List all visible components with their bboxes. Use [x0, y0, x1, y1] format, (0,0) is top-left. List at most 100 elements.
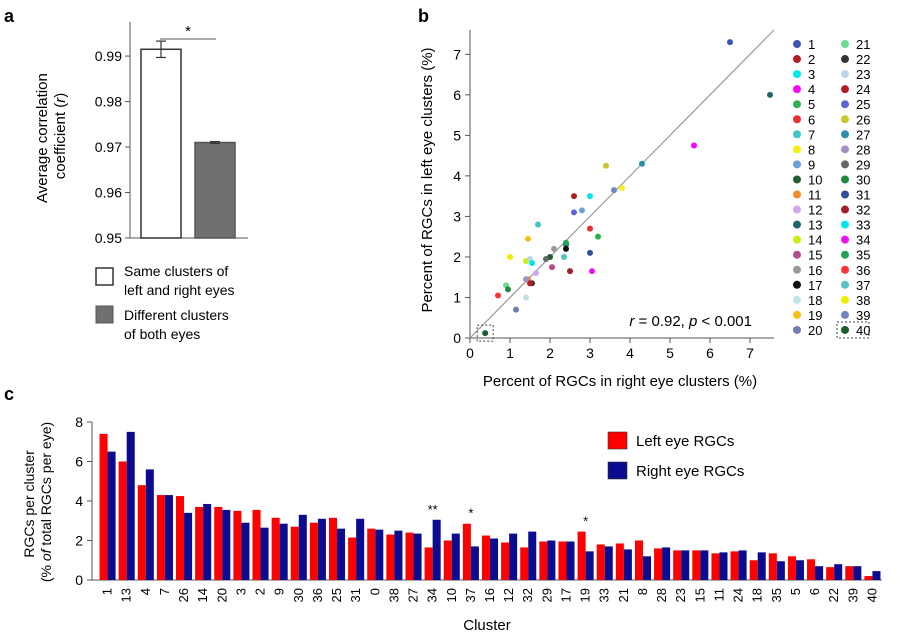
legend-marker	[841, 40, 849, 48]
legend-swatch-left-eye	[607, 431, 628, 450]
bar-left-eye	[271, 517, 280, 580]
y-tick-label: 4	[453, 168, 461, 184]
bar-left-eye	[405, 532, 414, 580]
y-tick-label: 0.99	[95, 48, 122, 64]
legend-label: 11	[808, 188, 822, 203]
legend-marker	[841, 55, 849, 64]
data-point	[505, 286, 511, 293]
legend-label: 32	[856, 203, 870, 218]
bar-right-eye	[451, 533, 460, 580]
legend-marker	[841, 265, 849, 274]
panel-a-ylabel-line2: coefficient (r)	[52, 93, 69, 179]
bar-right-eye	[834, 564, 843, 580]
bar-left-eye	[118, 461, 127, 580]
bar-right-eye	[700, 550, 709, 580]
bar-left-eye	[807, 559, 816, 580]
bar-left-eye	[539, 541, 548, 580]
data-point	[549, 264, 555, 271]
legend-label: 7	[808, 127, 815, 142]
x-tick-label: 6	[807, 588, 822, 595]
x-tick-label: 14	[195, 588, 210, 602]
x-tick-label: 7	[746, 345, 754, 361]
bar-left-eye	[252, 509, 261, 580]
bar-left-eye	[845, 566, 854, 580]
x-tick-label: 23	[673, 588, 688, 602]
data-point	[571, 209, 577, 216]
bar-left-eye	[787, 556, 796, 580]
legend-marker	[793, 100, 801, 109]
legend-label: 23	[856, 67, 870, 82]
bar-right-eye	[145, 469, 154, 580]
data-point	[603, 162, 609, 169]
legend-label: 20	[808, 323, 822, 338]
legend-label: 33	[856, 218, 870, 233]
legend-marker	[841, 280, 849, 289]
x-tick-label: 33	[597, 588, 612, 602]
bar-right-eye	[184, 512, 193, 580]
data-point	[529, 260, 535, 267]
legend-label: 4	[808, 82, 815, 97]
x-tick-label: 16	[482, 588, 497, 602]
bar-left-eye	[290, 526, 299, 580]
y-tick-label: 0	[75, 572, 83, 588]
legend-label-right-eye: Right eye RGCs	[636, 463, 744, 480]
x-tick-label: 4	[626, 345, 634, 361]
panel-c-xlabel: Cluster	[463, 617, 511, 634]
x-tick-label: 0	[466, 345, 474, 361]
bar-left-eye	[195, 506, 204, 580]
bar-right-eye	[260, 527, 269, 580]
bar-left-eye	[826, 567, 835, 580]
highlight-box	[476, 324, 494, 342]
legend-highlight-box	[836, 321, 870, 339]
bar-right-eye	[815, 566, 824, 580]
data-point	[495, 292, 501, 299]
panel-a-bars	[140, 40, 236, 239]
x-tick-label: 1	[100, 588, 115, 595]
data-point	[561, 253, 567, 260]
x-tick-label: 11	[711, 588, 726, 602]
bar-right-eye	[872, 571, 881, 580]
panel-a-letter: a	[4, 6, 15, 26]
x-tick-label: 38	[386, 588, 401, 602]
panel-b-letter: b	[418, 6, 429, 26]
panel-b-legend: 1234567891011121314151617181920212223242…	[793, 37, 870, 339]
x-tick-label: 29	[539, 588, 554, 602]
bar-left-eye	[176, 496, 185, 580]
legend-label: 21	[856, 37, 870, 52]
panel-c-letter: c	[4, 384, 14, 404]
data-point	[482, 330, 489, 337]
panel-a-ylabel: Average correlation coefficient (r)	[34, 69, 69, 203]
bar-left-eye	[481, 535, 490, 580]
panel-c-ylabel-line2: (% of total RGCs per eye)	[38, 422, 54, 582]
legend-marker	[793, 145, 801, 154]
legend-marker	[841, 205, 849, 214]
legend-label: 14	[808, 233, 822, 248]
panel-a-significance: *	[160, 23, 216, 40]
legend-label: 37	[856, 278, 870, 293]
x-tick-label: 25	[329, 588, 344, 602]
bar-right-eye	[203, 503, 212, 580]
bar-left-eye	[137, 485, 146, 580]
y-tick-label: 0.95	[95, 230, 122, 246]
panel-a-ylabel-line1: Average correlation	[34, 73, 51, 203]
bar-left-eye	[673, 550, 682, 580]
bar-left-eye	[424, 547, 433, 580]
bar-left-eye	[730, 551, 739, 580]
legend-marker	[841, 190, 849, 199]
y-tick-label: 6	[75, 454, 83, 470]
legend-label-different: Different clusters of both eyes	[124, 307, 233, 342]
legend-label: 13	[808, 218, 822, 233]
bar-left-eye	[99, 433, 108, 580]
data-point	[525, 235, 531, 242]
x-tick-label: 2	[253, 588, 268, 595]
legend-label: 40	[856, 323, 870, 338]
legend-label: 5	[808, 97, 815, 112]
legend-label: 27	[856, 127, 870, 142]
y-tick-label: 0.97	[95, 139, 122, 155]
data-point	[587, 193, 593, 200]
legend-marker	[793, 265, 801, 274]
bar-right-eye	[432, 519, 441, 580]
y-tick-label: 6	[453, 87, 461, 103]
legend-label: 18	[808, 293, 822, 308]
bar-right-eye	[642, 556, 652, 580]
